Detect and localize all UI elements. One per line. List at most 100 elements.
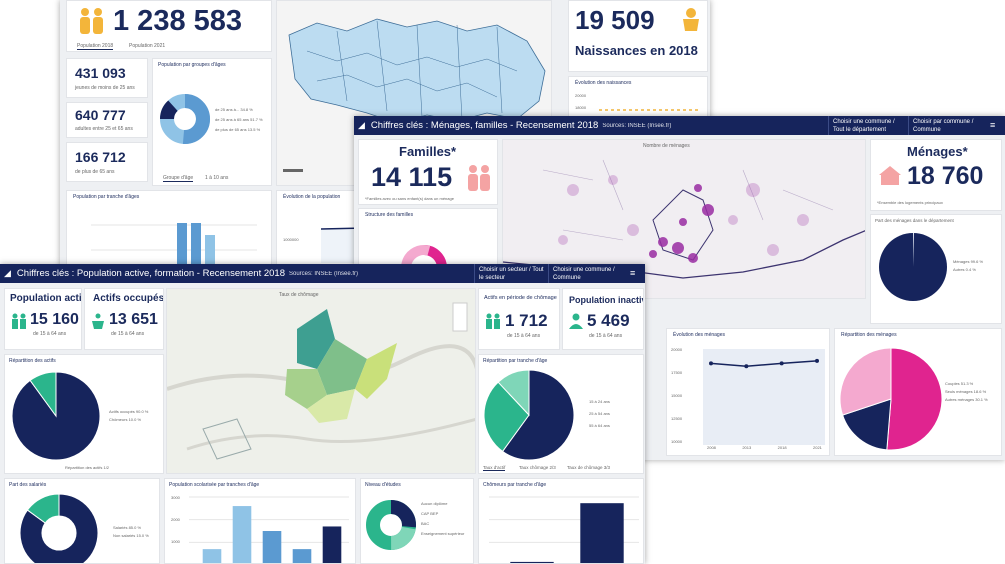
rep-menages-pie: [839, 347, 943, 451]
chomeurs-age-title: Chômeurs par tranche d'âge: [483, 482, 547, 488]
tranche-age-legend-0: 15 à 24 ans: [589, 399, 610, 404]
pop-tab-2021[interactable]: Population 2021: [129, 43, 166, 49]
rep-menages-card: Répartition des ménages Couples 51.3 % S…: [834, 328, 1002, 456]
naissances-label: Naissances en 2018: [575, 43, 698, 58]
evol-menages-tick-3: 12500: [671, 416, 683, 421]
groupes-title: Population par groupes d'âges: [158, 62, 226, 68]
commune-select-1[interactable]: Choisir une commune / Tout le départemen…: [828, 116, 908, 135]
diplome-title: Niveau d'études: [365, 482, 401, 488]
tranche-bar-1: [191, 223, 201, 269]
pop-tab-2018[interactable]: Population 2018: [77, 43, 114, 50]
diplome-card: Niveau d'études Aucun diplôme CAP BEP BA…: [360, 478, 474, 564]
rep-menages-slice-1: [841, 398, 892, 451]
actifs-card: Actifs occupés 13 651 de 15 à 64 ans: [84, 288, 164, 350]
chomage-value: 1 712: [505, 311, 548, 330]
tranche-age-pie: [483, 369, 575, 461]
menages-card: Ménages* 18 760 *Ensemble des logements …: [870, 139, 1002, 211]
menages-map-title: Nombre de ménages: [643, 143, 690, 149]
menages-topbar: ◢ Chiffres clés : Ménages, familles - Re…: [354, 116, 1005, 135]
menu-icon[interactable]: ≡: [990, 120, 996, 130]
rep-actifs-footer[interactable]: Répartition des actifs 1/2: [65, 465, 110, 470]
chomeurs-age-bars: [489, 496, 639, 563]
population-value: 1 238 583: [113, 5, 243, 37]
tranche-age-legend-2: 55 à 64 ans: [589, 423, 610, 428]
rep-menages-legend-1: Seuls ménages 18.6 %: [945, 389, 987, 394]
inactive-title: Population inactive: [569, 295, 644, 305]
rep-menages-legend-2: Autres ménages 30.1 %: [945, 397, 988, 402]
part-legend-1: Autres 0.4 %: [953, 267, 976, 272]
logo-icon: ◢: [358, 120, 365, 130]
active-menu-icon[interactable]: ≡: [630, 268, 636, 278]
part-card: Part des ménages dans le département Mén…: [870, 214, 1002, 324]
evolution-title: Évolution de la population: [283, 194, 341, 200]
chomage-label: de 15 à 64 ans: [507, 333, 541, 339]
adultes-value: 640 777: [75, 107, 126, 123]
evol-naiss-title: Évolution des naissances: [575, 80, 632, 86]
evol-menages-point-1: [744, 364, 749, 369]
commune-select-2[interactable]: Choisir par commune / Commune: [908, 116, 988, 135]
seniors-value: 166 712: [75, 149, 126, 165]
menages-value: 18 760: [907, 162, 984, 190]
groupes-tab-1[interactable]: 1 à 10 ans: [205, 175, 229, 181]
evol-menages-ticks: 20000 17500 15000 12500 10000: [671, 343, 699, 444]
tranche-age-legend-1: 25 à 54 ans: [589, 411, 610, 416]
tranche-tab-1[interactable]: Taux chômage 2/3: [519, 465, 556, 470]
diplome-legend-1: CAP BEP: [421, 511, 439, 516]
evol-menages-year-3: 2021: [813, 445, 822, 450]
dashboard-population-active: ◢ Chiffres clés : Population active, for…: [0, 264, 645, 564]
active-select-1[interactable]: Choisir un secteur / Tout le secteur: [474, 264, 548, 283]
naissances-card: 19 509 Naissances en 2018: [568, 0, 708, 72]
actifs-label: de 15 à 64 ans: [111, 331, 145, 337]
groupes-donut: [160, 94, 210, 144]
structure-title: Structure des familles: [365, 212, 414, 218]
active-topbar: ◢ Chiffres clés : Population active, for…: [0, 264, 645, 283]
jeunes-value: 431 093: [75, 65, 126, 81]
seniors-card: 166 712 de plus de 65 ans: [66, 142, 148, 182]
diplome-donut: [366, 500, 416, 550]
evol-menages-chart: [703, 349, 825, 445]
tranche-age-slice-1: [483, 381, 530, 453]
groupes-tab-0[interactable]: Groupe d'âge: [163, 175, 194, 182]
menages-card-title: Ménages*: [907, 144, 968, 159]
groupes-card: Population par groupes d'âges de 25 ans …: [152, 58, 272, 186]
family-pink-icon: [468, 165, 490, 191]
tranche-tab-0[interactable]: Taux d'actif: [483, 465, 506, 471]
evol-menages-line: [710, 360, 818, 368]
evol-menages-tick-1: 17500: [671, 370, 683, 375]
evol-menages-tick-2: 15000: [671, 393, 683, 398]
pop-active-title: Population active: [10, 293, 82, 304]
jeunes-card: 431 093 jeunes de moins de 25 ans: [66, 58, 148, 98]
worker-teal-icon: [92, 313, 104, 329]
chomage-title: Actifs en période de chômage: [484, 295, 557, 301]
scolaire-bar-2: [262, 531, 282, 563]
inactive-card: Population inactive 5 469 de 15 à 64 ans: [562, 288, 644, 350]
tranche-age-title: Répartition par tranche d'âge: [483, 358, 548, 364]
rep-menages-slice-0: [886, 347, 943, 451]
evol-menages-point-2: [779, 361, 784, 366]
structure-card: Structure des familles: [358, 208, 498, 268]
tranche-card: Population par tranche d'âges: [66, 190, 272, 270]
person-inactive-icon: [569, 313, 583, 329]
rep-actifs-card: Répartition des actifs Actifs occupés 90…: [4, 354, 164, 474]
chomage-card: Actifs en période de chômage 1 712 de 15…: [478, 288, 560, 350]
evol-naiss-line: [599, 109, 699, 111]
rep-actifs-legend-0: Actifs occupés 90.0 %: [109, 409, 149, 414]
menages-title: Chiffres clés : Ménages, familles - Rece…: [370, 120, 599, 131]
familles-title: Familles*: [399, 144, 457, 159]
evol-menages-card: Évolution des ménages 20000 17500 15000 125…: [666, 328, 830, 456]
tranche-tab-2[interactable]: Taux de chômage 3/3: [567, 465, 611, 470]
tranche-age-slice-0: [501, 369, 575, 461]
rep-actifs-title: Répartition des actifs: [9, 358, 56, 364]
family-icon: [80, 8, 103, 34]
actifs-title: Actifs occupés: [93, 293, 164, 304]
part-title: Part des ménages dans le département: [875, 218, 954, 223]
scolaire-bar-0: [202, 549, 222, 563]
familles-card: Familles* 14 115 *Familles avec ou sans …: [358, 139, 498, 205]
evol-menages-year-0: 2008: [707, 445, 716, 450]
groupes-legend-1: de 25 ans à 65 ans 51.7 %: [215, 117, 263, 122]
active-select-2[interactable]: Choisir une commune / Commune: [548, 264, 626, 283]
chomeurs-bar-0: [510, 561, 554, 563]
evol-menages-tick-4: 10000: [671, 439, 683, 444]
groupes-legend-0: de 25 ans à... 34.8 %: [215, 107, 253, 112]
jeunes-label: jeunes de moins de 25 ans: [75, 85, 135, 91]
